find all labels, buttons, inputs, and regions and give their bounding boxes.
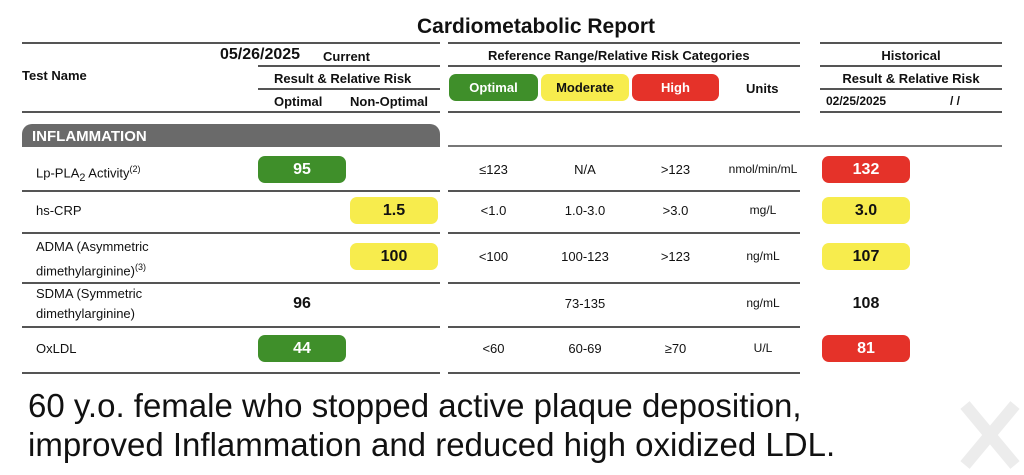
range-high: ≥70 [664, 341, 687, 356]
test-name: Lp-PLA2 Activity(2) [36, 164, 141, 184]
divider [22, 42, 440, 44]
result-risk-header: Result & Relative Risk [274, 71, 412, 86]
historical-result: 132 [822, 156, 910, 183]
historical-result: 108 [852, 295, 880, 312]
units-header: Units [746, 81, 779, 96]
divider [820, 111, 1002, 113]
historical-result: 3.0 [822, 197, 910, 224]
divider [22, 372, 440, 374]
caption-line-2: improved Inflammation and reduced high o… [28, 426, 836, 463]
divider [448, 42, 800, 44]
report-title: Cardiometabolic Report [417, 15, 656, 38]
range-opt: <60 [482, 341, 505, 356]
range-units: ng/mL [746, 249, 780, 263]
current-date: 05/26/2025 [220, 46, 301, 63]
caption-line-1: 60 y.o. female who stopped active plaque… [28, 387, 802, 424]
divider [22, 190, 440, 192]
divider [820, 42, 1002, 44]
historical-result: 107 [822, 243, 910, 270]
optimal-header: Optimal [274, 94, 323, 109]
divider [22, 282, 440, 284]
divider [448, 282, 800, 284]
divider [448, 111, 800, 113]
range-opt: ≤123 [479, 162, 508, 177]
current-result: 1.5 [350, 197, 438, 224]
divider [448, 65, 800, 67]
current-result: 44 [258, 335, 346, 362]
divider [448, 145, 1002, 147]
current-result: 96 [293, 295, 311, 312]
hist-date-2: / / [950, 94, 961, 108]
range-high: >123 [660, 162, 691, 177]
current-result: 95 [258, 156, 346, 183]
range-high: >123 [660, 249, 691, 264]
hist-result-risk-header: Result & Relative Risk [842, 71, 980, 86]
caption: 60 y.o. female who stopped active plaque… [28, 386, 835, 464]
divider [258, 65, 440, 67]
divider [22, 111, 440, 113]
historical-result: 81 [822, 335, 910, 362]
divider [448, 326, 800, 328]
hist-date: 02/25/2025 [826, 94, 887, 108]
divider [820, 65, 1002, 67]
divider [258, 88, 440, 90]
range-mod: 60-69 [568, 341, 602, 356]
watermark-x-icon [960, 401, 1020, 469]
range-mod: 100-123 [561, 249, 609, 264]
section-inflammation: INFLAMMATION [22, 124, 440, 147]
divider [820, 88, 1002, 90]
test-name: OxLDL [36, 341, 77, 356]
legend-moderate: Moderate [541, 74, 629, 101]
test-name-header: Test Name [22, 68, 87, 83]
legend-high: High [632, 74, 719, 101]
reference-header: Reference Range/Relative Risk Categories [488, 48, 750, 63]
range-mod: 73-135 [564, 296, 606, 311]
range-units: U/L [753, 341, 773, 355]
range-opt: <1.0 [480, 203, 507, 218]
legend-optimal: Optimal [449, 74, 538, 101]
historical-header: Historical [881, 48, 941, 63]
range-units: mg/L [749, 203, 777, 217]
current-label: Current [323, 49, 370, 64]
divider [448, 190, 800, 192]
current-result: 100 [350, 243, 438, 270]
test-name: ADMA (Asymmetric dimethylarginine)(3) [36, 239, 149, 279]
divider [22, 326, 440, 328]
range-high: >3.0 [662, 203, 689, 218]
range-units: nmol/min/mL [728, 162, 798, 176]
range-units: ng/mL [746, 296, 780, 310]
range-mod: 1.0-3.0 [564, 203, 606, 218]
test-name: SDMA (Symmetric dimethylarginine) [36, 286, 143, 321]
range-mod: N/A [574, 162, 596, 177]
divider [448, 232, 800, 234]
non-optimal-header: Non-Optimal [350, 94, 428, 109]
test-name: hs-CRP [36, 203, 82, 218]
divider [22, 232, 440, 234]
divider [448, 372, 800, 374]
range-opt: <100 [478, 249, 509, 264]
